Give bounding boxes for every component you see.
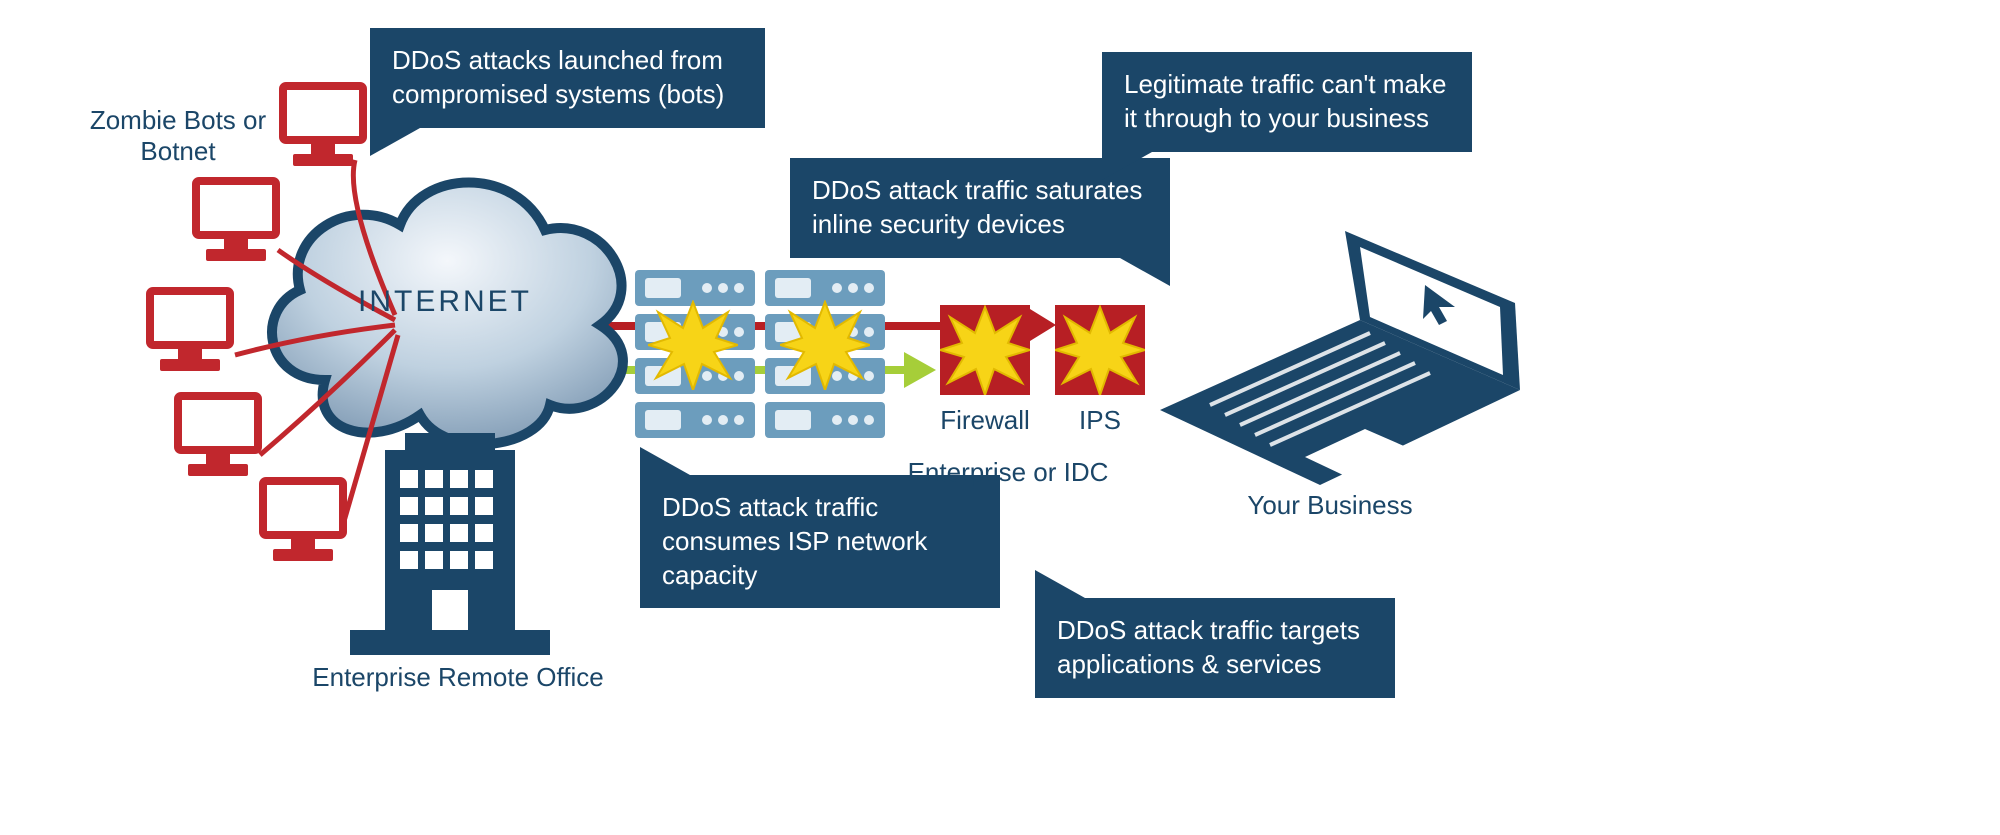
zombie-bot bbox=[255, 475, 351, 567]
label-enterprise: Enterprise or IDC bbox=[878, 457, 1138, 488]
callout-bots: DDoS attacks launched from compromised s… bbox=[370, 28, 765, 128]
impact-burst bbox=[1055, 305, 1145, 395]
arrow-red-mid bbox=[1030, 309, 1056, 341]
diagram-stage: INTERNET bbox=[0, 0, 2000, 835]
callout-isp: DDoS attack traffic consumes ISP network… bbox=[640, 475, 1000, 608]
desktop-icon bbox=[275, 80, 371, 172]
laptop-icon bbox=[1155, 225, 1525, 495]
zombie-bot bbox=[188, 175, 284, 267]
office-building bbox=[350, 425, 550, 655]
burst-icon bbox=[780, 300, 870, 390]
zombie-bot bbox=[170, 390, 266, 482]
desktop-icon bbox=[170, 390, 266, 482]
impact-burst bbox=[940, 305, 1030, 395]
label-your-business: Your Business bbox=[1180, 490, 1480, 521]
internet-label: INTERNET bbox=[255, 285, 635, 319]
impact-burst bbox=[648, 300, 738, 390]
building-icon bbox=[350, 425, 550, 655]
burst-icon bbox=[1055, 305, 1145, 395]
laptop bbox=[1155, 225, 1525, 495]
label-firewall: Firewall bbox=[920, 405, 1050, 436]
impact-burst bbox=[780, 300, 870, 390]
desktop-icon bbox=[142, 285, 238, 377]
label-ips: IPS bbox=[1050, 405, 1150, 436]
label-botnet: Zombie Bots or Botnet bbox=[88, 105, 268, 167]
callout-legit: Legitimate traffic can't make it through… bbox=[1102, 52, 1472, 152]
desktop-icon bbox=[255, 475, 351, 567]
burst-icon bbox=[940, 305, 1030, 395]
label-remote-office: Enterprise Remote Office bbox=[308, 662, 608, 693]
internet-cloud: INTERNET bbox=[255, 150, 635, 460]
arrow-green bbox=[904, 352, 936, 388]
zombie-bot bbox=[142, 285, 238, 377]
zombie-bot bbox=[275, 80, 371, 172]
desktop-icon bbox=[188, 175, 284, 267]
burst-icon bbox=[648, 300, 738, 390]
callout-targets: DDoS attack traffic targets applications… bbox=[1035, 598, 1395, 698]
